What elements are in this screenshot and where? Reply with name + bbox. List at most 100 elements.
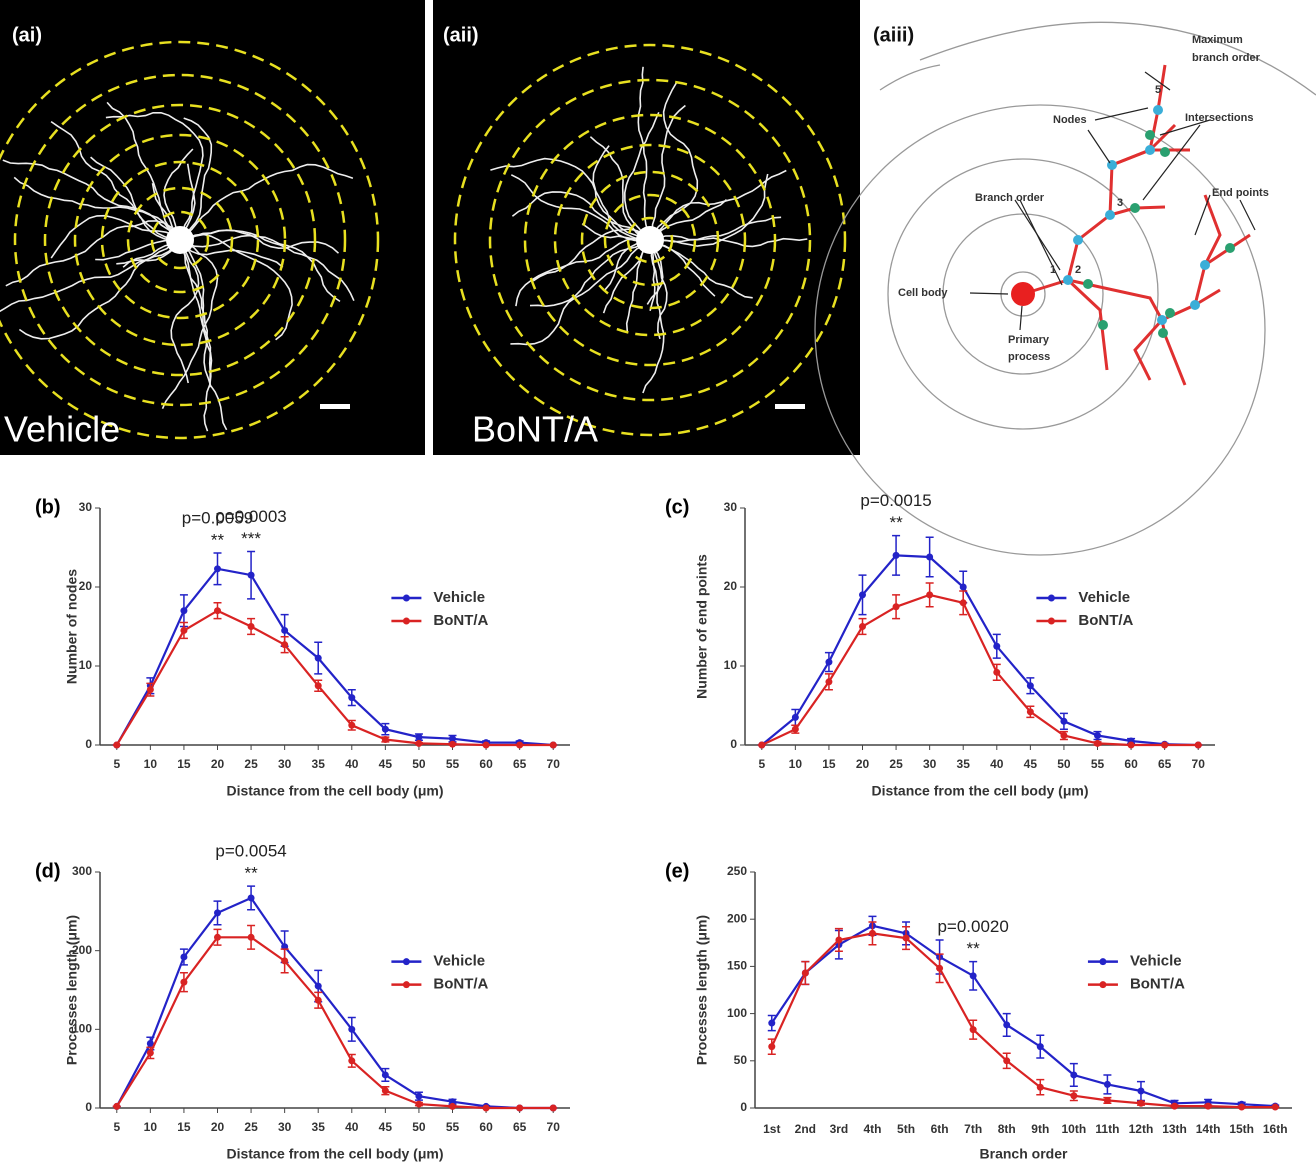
x-tick-label: 3rd bbox=[830, 1122, 849, 1136]
x-tick-label: 65 bbox=[513, 757, 527, 771]
x-tick-label: 45 bbox=[379, 1120, 393, 1134]
marker bbox=[893, 603, 900, 610]
x-tick-label: 45 bbox=[1024, 757, 1038, 771]
marker bbox=[248, 623, 255, 630]
order-number: 1 bbox=[1050, 264, 1056, 276]
marker bbox=[315, 682, 322, 689]
x-tick-label: 55 bbox=[446, 757, 460, 771]
marker bbox=[1060, 718, 1067, 725]
marker bbox=[147, 686, 154, 693]
p-value: p=0.0054 bbox=[215, 842, 286, 861]
x-tick-label: 30 bbox=[278, 757, 292, 771]
x-tick-label: 11th bbox=[1095, 1122, 1119, 1136]
significance: ** bbox=[967, 939, 981, 958]
marker bbox=[1027, 682, 1034, 689]
legend-label: Vehicle bbox=[1078, 589, 1130, 606]
diagram-label: Primary bbox=[1008, 334, 1050, 346]
marker bbox=[1171, 1103, 1178, 1110]
marker bbox=[415, 734, 422, 741]
marker bbox=[180, 627, 187, 634]
marker bbox=[859, 591, 866, 598]
panel-label: (b) bbox=[35, 496, 61, 518]
p-value: p=0.0015 bbox=[860, 491, 931, 510]
x-tick-label: 30 bbox=[278, 1120, 292, 1134]
soma bbox=[636, 226, 664, 254]
x-tick-label: 25 bbox=[244, 757, 258, 771]
marker bbox=[926, 553, 933, 560]
marker bbox=[214, 565, 221, 572]
x-tick-label: 10 bbox=[144, 1120, 158, 1134]
marker bbox=[1094, 740, 1101, 747]
legend-label: BoNT/A bbox=[433, 612, 488, 629]
x-axis-label: Distance from the cell body (μm) bbox=[226, 1146, 443, 1162]
panel-label: (ai) bbox=[12, 24, 42, 46]
marker bbox=[348, 1057, 355, 1064]
marker bbox=[214, 607, 221, 614]
scale-bar bbox=[775, 404, 805, 409]
marker bbox=[550, 742, 557, 749]
x-tick-label: 30 bbox=[923, 757, 937, 771]
marker bbox=[970, 1026, 977, 1033]
charts: (b)0102030510152025303540455055606570Dis… bbox=[35, 491, 1292, 1162]
x-axis-label: Branch order bbox=[980, 1146, 1068, 1162]
marker bbox=[214, 909, 221, 916]
diagram-label: process bbox=[1008, 351, 1050, 363]
x-tick-label: 10 bbox=[789, 757, 803, 771]
marker bbox=[348, 694, 355, 701]
marker bbox=[1195, 742, 1202, 749]
order-number: 3 bbox=[1117, 197, 1123, 209]
marker bbox=[348, 1026, 355, 1033]
marker bbox=[516, 742, 523, 749]
diagram-label: Intersections bbox=[1185, 112, 1253, 124]
legend-swatch bbox=[403, 981, 410, 988]
marker bbox=[1070, 1092, 1077, 1099]
x-tick-label: 10 bbox=[144, 757, 158, 771]
marker bbox=[1003, 1057, 1010, 1064]
y-tick-label: 30 bbox=[724, 500, 738, 514]
y-tick-label: 150 bbox=[727, 959, 747, 973]
x-tick-label: 35 bbox=[957, 757, 971, 771]
order-number: 5 bbox=[1155, 84, 1161, 96]
marker bbox=[248, 572, 255, 579]
y-tick-label: 50 bbox=[734, 1053, 748, 1067]
diagram: (aiii) Maximum branch order Nodes Inters… bbox=[815, 22, 1316, 555]
x-tick-label: 5 bbox=[758, 757, 765, 771]
legend-swatch bbox=[1099, 981, 1106, 988]
marker bbox=[1104, 1081, 1111, 1088]
marker bbox=[449, 1103, 456, 1110]
series-line bbox=[762, 555, 1198, 745]
marker bbox=[936, 965, 943, 972]
x-tick-label: 5 bbox=[113, 1120, 120, 1134]
marker bbox=[1094, 732, 1101, 739]
x-tick-label: 1st bbox=[763, 1122, 780, 1136]
marker bbox=[792, 726, 799, 733]
marker bbox=[993, 669, 1000, 676]
panel-label: (aiii) bbox=[873, 24, 914, 46]
marker bbox=[382, 736, 389, 743]
x-tick-label: 70 bbox=[547, 757, 561, 771]
x-tick-label: 6th bbox=[931, 1122, 949, 1136]
y-tick-label: 250 bbox=[727, 864, 747, 878]
marker bbox=[315, 997, 322, 1004]
marker bbox=[281, 627, 288, 634]
x-tick-label: 20 bbox=[211, 757, 225, 771]
x-tick-label: 10th bbox=[1062, 1122, 1087, 1136]
marker bbox=[1128, 742, 1135, 749]
marker bbox=[970, 972, 977, 979]
panel-label: (aii) bbox=[443, 24, 479, 46]
marker bbox=[903, 935, 910, 942]
marker bbox=[1104, 1097, 1111, 1104]
significance: *** bbox=[241, 529, 261, 548]
marker bbox=[483, 1105, 490, 1112]
marker bbox=[802, 970, 809, 977]
marker bbox=[1070, 1071, 1077, 1078]
x-tick-label: 12th bbox=[1129, 1122, 1154, 1136]
x-tick-label: 25 bbox=[244, 1120, 258, 1134]
marker bbox=[1137, 1088, 1144, 1095]
x-tick-label: 60 bbox=[479, 1120, 493, 1134]
x-tick-label: 20 bbox=[211, 1120, 225, 1134]
marker bbox=[1037, 1084, 1044, 1091]
x-tick-label: 60 bbox=[1124, 757, 1138, 771]
marker bbox=[248, 894, 255, 901]
x-tick-label: 15 bbox=[822, 757, 836, 771]
